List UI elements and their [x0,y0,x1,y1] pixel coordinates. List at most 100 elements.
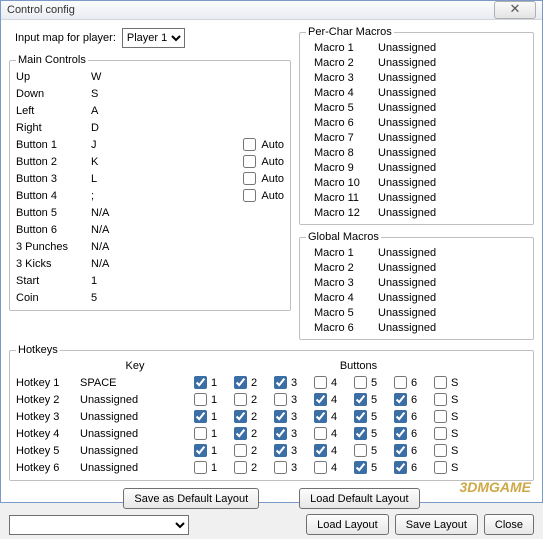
main-control-row[interactable]: Button 3L Auto [16,170,284,187]
global-macro-row[interactable]: Macro 6Unassigned [306,320,527,335]
hotkey-button-checkbox[interactable] [354,427,367,440]
macro-value[interactable]: Unassigned [378,117,436,129]
main-control-row[interactable]: LeftA [16,102,284,119]
control-value[interactable]: 1 [91,275,146,287]
hotkey-button-checkbox[interactable] [274,376,287,389]
main-control-row[interactable]: Button 6N/A [16,221,284,238]
hotkey-button-checkbox[interactable] [234,376,247,389]
main-control-row[interactable]: Button 2K Auto [16,153,284,170]
macro-value[interactable]: Unassigned [378,147,436,159]
hotkey-button-toggle[interactable]: 3 [270,458,310,477]
hotkey-button-checkbox[interactable] [434,427,447,440]
hotkey-button-checkbox[interactable] [194,461,207,474]
hotkey-button-checkbox[interactable] [394,461,407,474]
control-value[interactable]: N/A [91,224,146,236]
hotkey-key[interactable]: SPACE [80,377,190,389]
hotkey-button-checkbox[interactable] [314,427,327,440]
hotkey-button-checkbox[interactable] [274,427,287,440]
hotkey-key[interactable]: Unassigned [80,411,190,423]
hotkey-button-toggle[interactable]: 4 [310,458,350,477]
per-char-macro-row[interactable]: Macro 9Unassigned [306,160,527,175]
per-char-macro-row[interactable]: Macro 5Unassigned [306,100,527,115]
layout-select[interactable] [9,515,189,535]
hotkey-button-checkbox[interactable] [274,461,287,474]
hotkey-button-checkbox[interactable] [314,461,327,474]
hotkey-button-checkbox[interactable] [274,444,287,457]
macro-value[interactable]: Unassigned [378,307,436,319]
load-layout-button[interactable]: Load Layout [306,514,389,535]
control-value[interactable]: N/A [91,241,146,253]
hotkey-button-checkbox[interactable] [194,393,207,406]
macro-value[interactable]: Unassigned [378,192,436,204]
control-value[interactable]: A [91,105,146,117]
macro-value[interactable]: Unassigned [378,177,436,189]
hotkey-button-checkbox[interactable] [354,376,367,389]
hotkey-key[interactable]: Unassigned [80,428,190,440]
macro-value[interactable]: Unassigned [378,132,436,144]
hotkey-button-toggle[interactable]: 6 [390,458,430,477]
hotkey-button-toggle[interactable]: 2 [230,458,270,477]
main-control-row[interactable]: DownS [16,85,284,102]
hotkey-button-checkbox[interactable] [234,444,247,457]
load-default-layout-button[interactable]: Load Default Layout [299,488,419,509]
save-layout-button[interactable]: Save Layout [395,514,478,535]
control-value[interactable]: D [91,122,146,134]
auto-checkbox[interactable] [243,138,256,151]
global-macro-row[interactable]: Macro 3Unassigned [306,275,527,290]
hotkey-button-checkbox[interactable] [234,410,247,423]
hotkey-button-checkbox[interactable] [434,444,447,457]
macro-value[interactable]: Unassigned [378,72,436,84]
control-value[interactable]: ; [91,190,146,202]
hotkey-key[interactable]: Unassigned [80,394,190,406]
control-value[interactable]: 5 [91,292,146,304]
hotkey-button-checkbox[interactable] [394,393,407,406]
hotkey-button-checkbox[interactable] [314,393,327,406]
main-control-row[interactable]: Button 4; Auto [16,187,284,204]
main-control-row[interactable]: RightD [16,119,284,136]
control-value[interactable]: N/A [91,258,146,270]
control-value[interactable]: N/A [91,207,146,219]
hotkey-button-checkbox[interactable] [314,410,327,423]
macro-value[interactable]: Unassigned [378,57,436,69]
macro-value[interactable]: Unassigned [378,207,436,219]
macro-value[interactable]: Unassigned [378,292,436,304]
main-control-row[interactable]: Button 5N/A [16,204,284,221]
global-macro-row[interactable]: Macro 4Unassigned [306,290,527,305]
macro-value[interactable]: Unassigned [378,277,436,289]
global-macro-row[interactable]: Macro 2Unassigned [306,260,527,275]
window-close-button[interactable]: ✕ [494,1,536,19]
hotkey-button-toggle[interactable]: 1 [190,458,230,477]
hotkey-button-checkbox[interactable] [194,410,207,423]
hotkey-button-checkbox[interactable] [194,376,207,389]
hotkey-button-checkbox[interactable] [274,410,287,423]
global-macro-row[interactable]: Macro 1Unassigned [306,245,527,260]
hotkey-button-checkbox[interactable] [354,461,367,474]
main-control-row[interactable]: 3 PunchesN/A [16,238,284,255]
per-char-macro-row[interactable]: Macro 11Unassigned [306,190,527,205]
hotkey-key[interactable]: Unassigned [80,462,190,474]
hotkey-button-checkbox[interactable] [354,410,367,423]
hotkey-button-checkbox[interactable] [394,376,407,389]
macro-value[interactable]: Unassigned [378,42,436,54]
global-macro-row[interactable]: Macro 5Unassigned [306,305,527,320]
hotkey-button-checkbox[interactable] [394,444,407,457]
auto-checkbox[interactable] [243,172,256,185]
hotkey-button-checkbox[interactable] [234,461,247,474]
hotkey-button-checkbox[interactable] [394,410,407,423]
macro-value[interactable]: Unassigned [378,322,436,334]
macro-value[interactable]: Unassigned [378,162,436,174]
per-char-macro-row[interactable]: Macro 8Unassigned [306,145,527,160]
hotkey-button-checkbox[interactable] [234,427,247,440]
hotkey-button-checkbox[interactable] [434,410,447,423]
close-button[interactable]: Close [484,514,534,535]
hotkey-key[interactable]: Unassigned [80,445,190,457]
hotkey-button-toggle[interactable]: 5 [350,458,390,477]
hotkey-button-checkbox[interactable] [234,393,247,406]
hotkey-button-checkbox[interactable] [354,444,367,457]
per-char-macro-row[interactable]: Macro 10Unassigned [306,175,527,190]
hotkey-button-toggle[interactable]: S [430,458,460,477]
control-value[interactable]: W [91,71,146,83]
control-value[interactable]: L [91,173,146,185]
hotkey-button-checkbox[interactable] [434,393,447,406]
control-value[interactable]: J [91,139,146,151]
